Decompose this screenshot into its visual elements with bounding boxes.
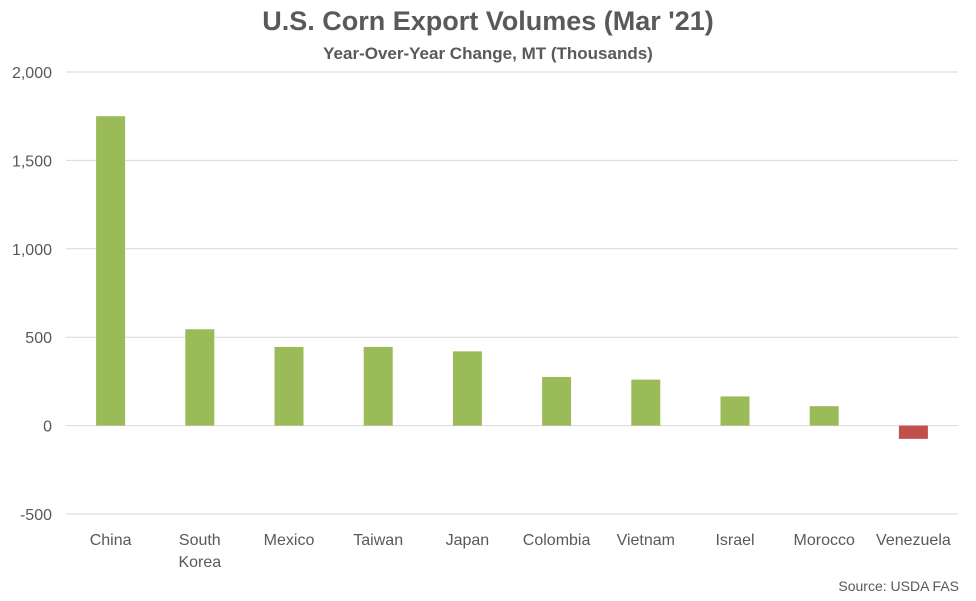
bar	[542, 376, 572, 426]
x-tick-label: Morocco	[794, 532, 855, 549]
x-tick-label: Colombia	[523, 532, 591, 549]
y-tick-label: -500	[20, 507, 52, 524]
y-tick-label: 0	[43, 419, 52, 436]
x-tick-label: South Korea	[178, 532, 221, 571]
bar	[96, 116, 126, 426]
x-tick-label: Japan	[446, 532, 490, 549]
bar	[363, 346, 393, 426]
bar	[185, 329, 215, 426]
source-note: Source: USDA FAS	[838, 578, 959, 594]
bar	[720, 396, 750, 426]
y-tick-label: 1,000	[12, 242, 52, 259]
x-tick-label: Israel	[715, 532, 754, 549]
x-tick-label: Venezuela	[876, 532, 951, 549]
bar	[274, 346, 304, 426]
chart-title: U.S. Corn Export Volumes (Mar '21)	[262, 6, 714, 36]
y-tick-label: 2,000	[12, 65, 52, 82]
chart-subtitle: Year-Over-Year Change, MT (Thousands)	[323, 44, 653, 63]
x-tick-label: Taiwan	[353, 532, 403, 549]
x-tick-label: Mexico	[264, 532, 315, 549]
y-tick-label: 1,500	[12, 153, 52, 170]
y-tick-label: 500	[25, 330, 52, 347]
bar	[631, 379, 661, 426]
x-tick-label: China	[90, 532, 132, 549]
x-tick-label: Vietnam	[617, 532, 675, 549]
bar	[809, 406, 839, 426]
bar	[898, 425, 928, 439]
bar	[452, 351, 482, 426]
